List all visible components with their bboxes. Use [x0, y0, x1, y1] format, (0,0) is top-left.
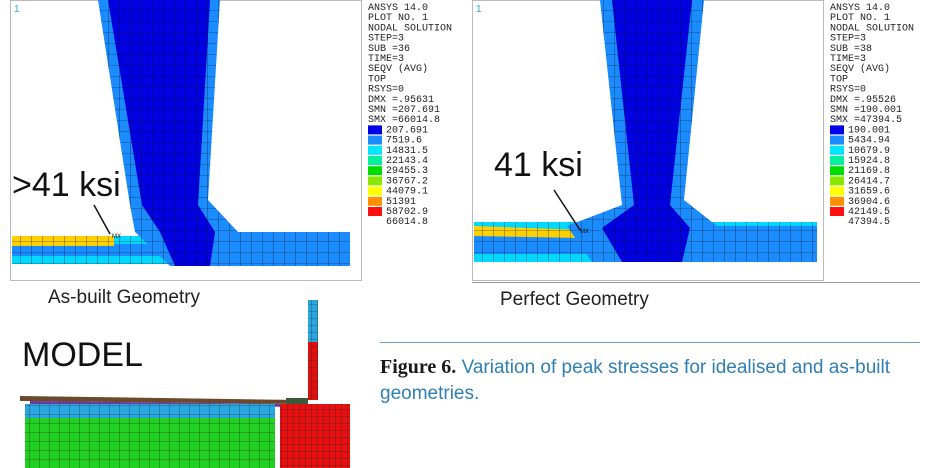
- legend-swatch: [830, 187, 844, 196]
- legend-swatch: [368, 166, 382, 175]
- mx-marker: MX: [580, 229, 589, 235]
- annotation: 41 ksi: [494, 146, 583, 184]
- legend-swatch: [830, 136, 844, 145]
- legend-swatch: [368, 156, 382, 165]
- legend-swatch: [830, 197, 844, 206]
- header-line: SEQV (AVG): [830, 63, 890, 75]
- legend-swatch: [368, 136, 382, 145]
- legend-swatch: [368, 146, 382, 155]
- legend-swatch: [368, 176, 382, 185]
- panel-rule: [472, 282, 920, 283]
- legend-swatch: [830, 166, 844, 175]
- figure-text: Variation of peak stresses for idealised…: [380, 357, 890, 404]
- legend-value: 47394.5: [848, 217, 890, 228]
- legend-swatch: [830, 156, 844, 165]
- legend-value: 66014.8: [386, 217, 428, 228]
- legend-swatch: [368, 125, 382, 134]
- window-number: 1: [476, 4, 482, 15]
- model-figure: MODEL: [0, 298, 370, 468]
- annotation: >41 ksi: [12, 166, 121, 204]
- page: 1MX>41 ksiANSYS 14.0PLOT NO. 1NODAL SOLU…: [0, 0, 928, 468]
- figure-label: Figure 6.: [380, 356, 456, 378]
- legend-swatch: [368, 207, 382, 216]
- legend-swatch: [368, 187, 382, 196]
- caption-rule: [380, 342, 920, 343]
- mx-marker: MX: [112, 234, 121, 240]
- legend-swatch: [830, 176, 844, 185]
- figure-caption: Figure 6. Variation of peak stresses for…: [380, 354, 925, 407]
- legend-swatch: [830, 125, 844, 134]
- legend-swatch: [830, 146, 844, 155]
- panel-caption: Perfect Geometry: [500, 289, 649, 311]
- legend-swatch: [368, 197, 382, 206]
- header-line: SEQV (AVG): [368, 63, 428, 75]
- legend-swatch: [830, 207, 844, 216]
- window-number: 1: [14, 4, 20, 15]
- model-label: MODEL: [22, 336, 143, 374]
